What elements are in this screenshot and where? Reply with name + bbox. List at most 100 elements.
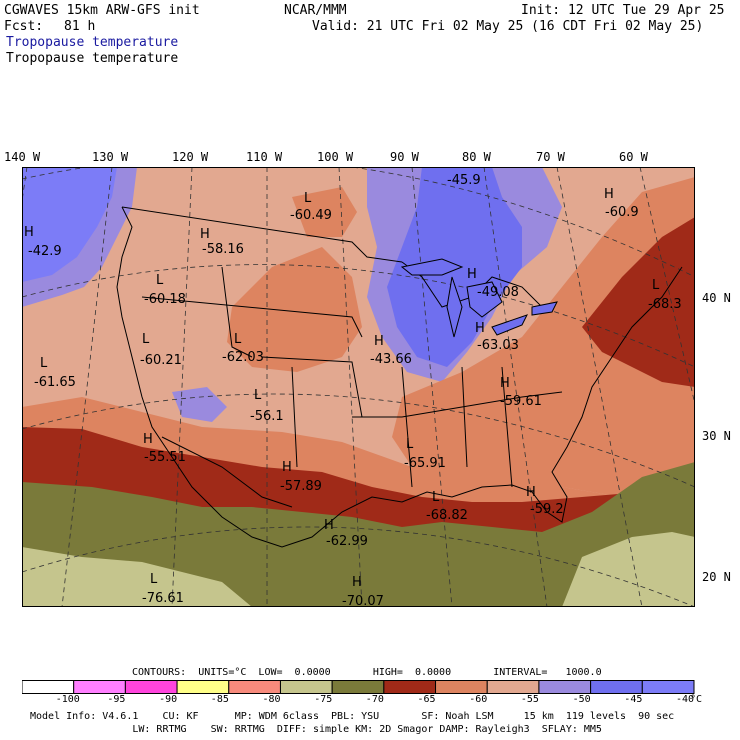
model-info-line-1: Model Info: V4.6.1 CU: KF MP: WDM 6class…: [30, 711, 675, 722]
color-bar-tick-label: -85: [210, 694, 229, 705]
map-frame: [22, 167, 695, 607]
color-bar-swatch: [228, 680, 281, 694]
color-bar-tick-label: -65: [417, 694, 436, 705]
map-label-marker: L: [432, 490, 440, 505]
model-title: CGWAVES 15km ARW-GFS init: [4, 3, 200, 18]
map-label-value: -56.1: [250, 409, 284, 424]
map-label-value: -58.16: [202, 242, 244, 257]
lon-label: 130 W: [92, 150, 129, 164]
field-region-lightolive-se: [562, 532, 695, 607]
map-label-marker: L: [156, 273, 164, 288]
map-label-marker: L: [304, 191, 312, 206]
map-label-marker: H: [143, 432, 153, 447]
map-label-value: -45.9: [447, 173, 481, 188]
color-bar-labels: -100 -95 -90 -85 -80 -75 -70 -65 -60 -55 -50 -45 -40…: [0, 694, 740, 706]
color-bar-swatch: [641, 680, 695, 694]
color-bar-swatch: [73, 680, 126, 694]
forecast-hour: 81 h: [64, 19, 96, 34]
color-bar-swatch: [383, 680, 437, 694]
color-bar-swatch: [176, 680, 230, 694]
color-bar-tick-label: -90: [159, 694, 178, 705]
field-region-lavender-patch: [172, 387, 227, 422]
org-label: NCAR/MMM: [284, 3, 347, 18]
map-label-value: -43.66: [370, 352, 412, 367]
color-bar-swatch: [538, 680, 592, 694]
color-bar-tick-label: -80: [262, 694, 281, 705]
color-bar-tick-label: -70: [365, 694, 384, 705]
field-region-blue-west: [22, 167, 117, 282]
color-bar-unit: °C: [690, 694, 703, 705]
map-label-value: -59.2: [530, 502, 564, 517]
field-region-lightolive-sw: [22, 547, 252, 607]
field-region-orange-north: [292, 187, 357, 237]
map-label-value: -59.61: [500, 394, 542, 409]
field-region-orange-central: [227, 247, 362, 372]
map-label-value: -70.07: [342, 594, 384, 607]
map-label-marker: H: [475, 321, 485, 336]
map-label-value: -60.21: [140, 353, 182, 368]
map-label-marker: L: [150, 572, 158, 587]
map-label-marker: H: [500, 376, 510, 391]
lon-label: 110 W: [246, 150, 283, 164]
map-label-marker: L: [652, 278, 660, 293]
lon-label: 80 W: [462, 150, 491, 164]
field-region-orange-east: [392, 177, 695, 507]
color-bar-tick-label: -45: [624, 694, 643, 705]
map-label-marker: H: [282, 460, 292, 475]
map-label-marker: H: [24, 225, 34, 240]
lon-label: 100 W: [317, 150, 354, 164]
map-label-marker: H: [324, 518, 334, 533]
field-region-darkred-east: [582, 217, 695, 387]
forecast-label: Fcst:: [4, 19, 44, 34]
color-bar-swatch: [22, 680, 75, 694]
map-label-marker: L: [142, 332, 150, 347]
lon-label: 90 W: [390, 150, 419, 164]
map-label-marker: L: [254, 388, 262, 403]
map-label-value: -76.61: [142, 591, 184, 606]
color-bar-swatch: [279, 680, 333, 694]
color-bar-tick-label: -50: [572, 694, 591, 705]
lon-label: 60 W: [619, 150, 648, 164]
valid-time: Valid: 21 UTC Fri 02 May 25 (16 CDT Fri …: [312, 19, 704, 34]
map-label-value: -68.82: [426, 508, 468, 523]
color-bar-tick-label: -55: [520, 694, 539, 705]
color-bar-swatch: [124, 680, 178, 694]
map-label-value: -60.18: [144, 292, 186, 307]
field-title-colored: Tropopause temperature: [6, 35, 179, 50]
map-label-value: -63.03: [477, 338, 519, 353]
tropopause-temperature-map: H -42.9 H -58.16 L -60.49 L -45.9 H -60.…: [22, 167, 695, 607]
field-title-contour: Tropopause temperature: [6, 51, 179, 66]
map-label-value: -62.03: [222, 350, 264, 365]
map-label-value: -42.9: [28, 244, 62, 259]
color-bar-tick-label: -60: [469, 694, 488, 705]
map-label-marker: H: [604, 187, 614, 202]
map-label-value: -49.08: [477, 285, 519, 300]
map-label-marker: L: [234, 332, 242, 347]
lon-label: 120 W: [172, 150, 209, 164]
map-label-value: -65.91: [404, 456, 446, 471]
lon-label: 70 W: [536, 150, 565, 164]
great-lakes: [400, 258, 558, 338]
map-label-value: -60.49: [290, 208, 332, 223]
map-label-marker: H: [200, 227, 210, 242]
lat-label: 20 N: [702, 570, 731, 584]
contours-info: CONTOURS: UNITS=°C LOW= 0.0000 HIGH= 0.0…: [132, 667, 602, 678]
map-label-marker: H: [526, 485, 536, 500]
map-label-marker: H: [467, 267, 477, 282]
map-label-value: -68.3: [648, 297, 682, 312]
color-bar-tick-label: -40: [676, 694, 695, 705]
map-label-value: -62.99: [326, 534, 368, 549]
color-bar-swatch: [486, 680, 540, 694]
field-region-olive: [22, 462, 695, 607]
color-bar-tick-label: -75: [314, 694, 333, 705]
model-info-line-2: LW: RRTMG SW: RRTMG DIFF: simple KM: 2D …: [30, 724, 602, 735]
map-label-value: -57.89: [280, 479, 322, 494]
lat-label: 40 N: [702, 291, 731, 305]
graticule: [22, 167, 695, 607]
map-label-value: -55.51: [144, 450, 186, 465]
color-bar: [22, 680, 695, 694]
map-label-marker: L: [40, 356, 48, 371]
color-bar-swatch: [435, 680, 488, 694]
map-label-marker: L: [406, 437, 414, 452]
map-label-marker: H: [374, 334, 384, 349]
